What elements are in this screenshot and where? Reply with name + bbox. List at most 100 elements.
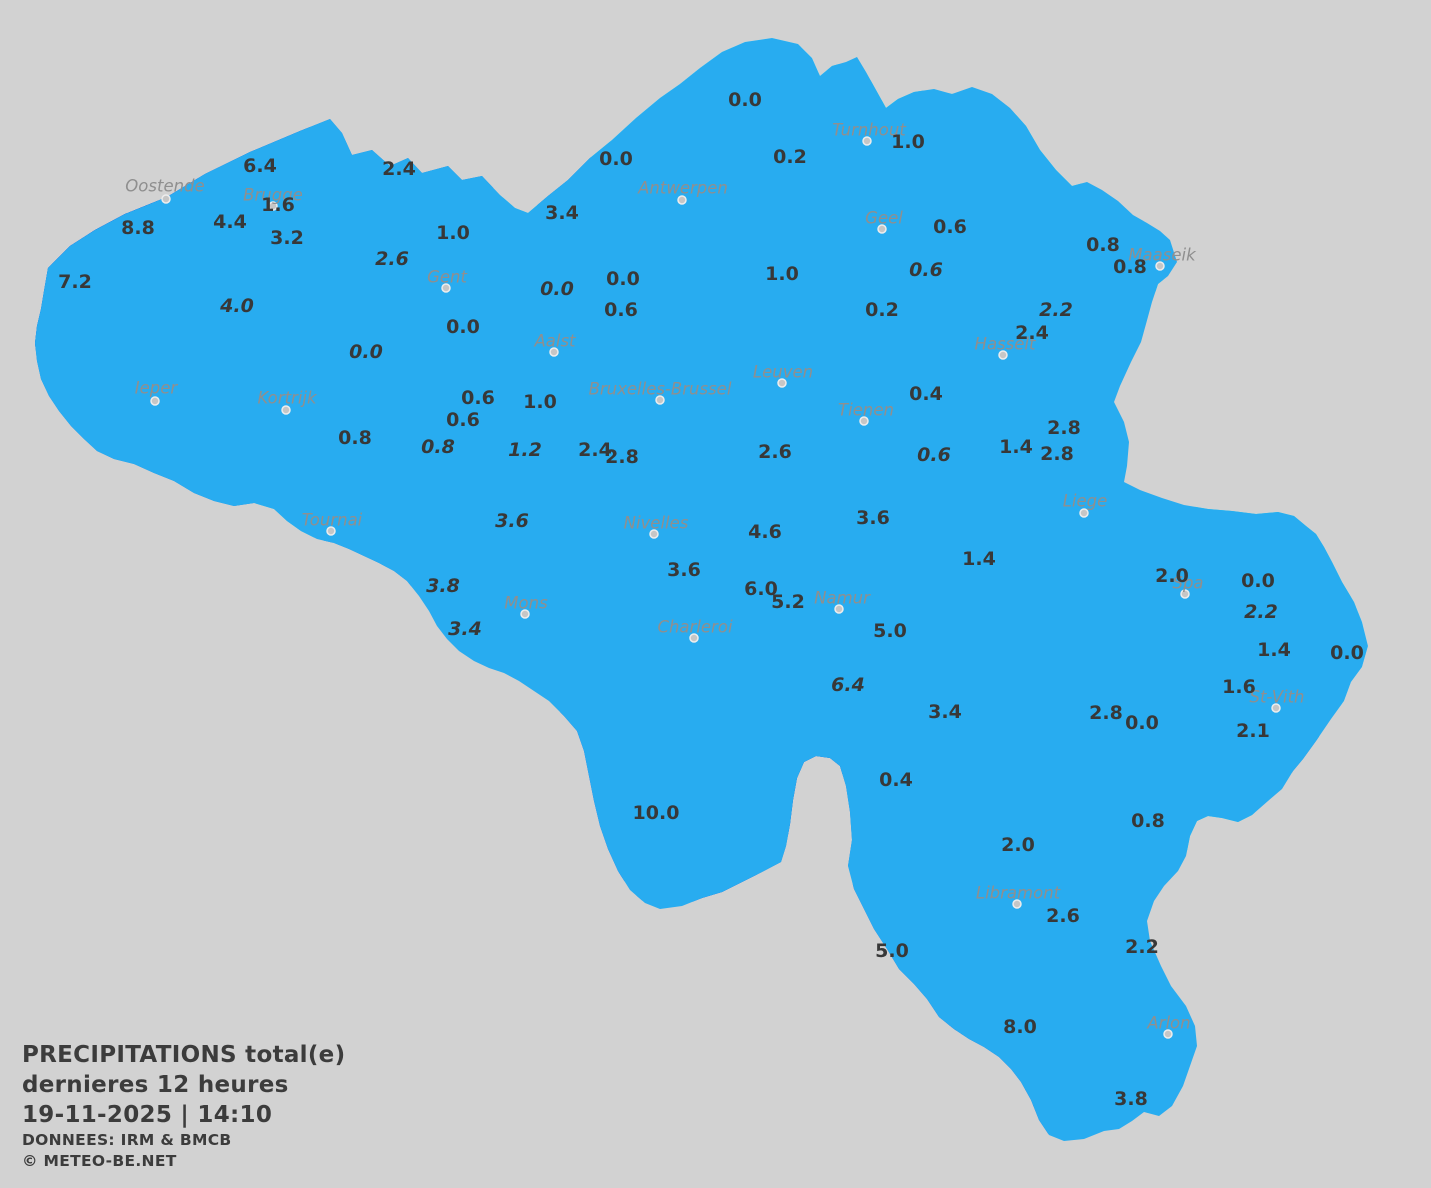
precip-value-label: 2.6 [758, 441, 792, 463]
precip-value-label: 0.0 [349, 341, 383, 363]
city-label: Maaseik [1128, 246, 1197, 265]
city-label: Geel [865, 209, 903, 228]
precip-value-label: 0.4 [879, 769, 913, 791]
precip-value-label: 2.4 [1015, 322, 1049, 344]
city-dot [777, 378, 787, 388]
city-label: Bruxelles-Brussel [589, 380, 732, 399]
copyright: © METEO-BE.NET [22, 1152, 177, 1170]
precip-value-label: 0.6 [604, 299, 638, 321]
precip-value-label: 6.4 [243, 155, 277, 177]
city-label: Antwerpen [637, 179, 728, 198]
city-label: Hasselt [975, 335, 1036, 354]
precip-value-label: 0.6 [917, 444, 951, 466]
city-dot [326, 526, 336, 536]
city-dot [655, 395, 665, 405]
precip-value-label: 1.0 [436, 222, 470, 244]
city-label: Tournai [302, 511, 363, 530]
precip-value-label: 0.0 [1125, 712, 1159, 734]
precip-value-label: 0.0 [728, 89, 762, 111]
map-subtitle: dernieres 12 heures [22, 1072, 289, 1098]
data-source: DONNEES: IRM & BMCB [22, 1131, 232, 1149]
precip-value-label: 1.6 [1222, 676, 1256, 698]
city-dot [1163, 1029, 1173, 1039]
precip-value-label: 0.8 [1131, 810, 1165, 832]
precip-value-label: 1.0 [891, 131, 925, 153]
city-label: Arlon [1146, 1014, 1190, 1033]
city-dot [834, 604, 844, 614]
precip-value-label: 3.4 [545, 202, 579, 224]
map-datetime: 19-11-2025 | 14:10 [22, 1102, 273, 1128]
precip-value-label: 2.8 [1089, 702, 1123, 724]
precip-value-label: 2.2 [1125, 936, 1159, 958]
precip-value-label: 0.2 [773, 146, 807, 168]
precip-value-label: 2.4 [382, 158, 416, 180]
city-dot [281, 405, 291, 415]
map-title: PRECIPITATIONS total(e) [22, 1042, 346, 1068]
precip-value-label: 7.2 [58, 271, 92, 293]
precip-value-label: 0.0 [446, 316, 480, 338]
precip-value-label: 2.8 [1040, 443, 1074, 465]
precip-value-label: 2.8 [605, 446, 639, 468]
city-label: Namur [814, 589, 871, 608]
precip-value-label: 0.8 [1113, 256, 1147, 278]
precip-value-label: 3.4 [928, 701, 962, 723]
title-block: PRECIPITATIONS total(e) dernieres 12 heu… [22, 1040, 345, 1172]
city-dot [1155, 261, 1165, 271]
city-label: Brugge [243, 186, 303, 205]
precip-value-label: 0.6 [909, 259, 943, 281]
precip-value-label: 0.0 [540, 278, 574, 300]
city-label: Ieper [135, 379, 179, 398]
city-label: Tienen [838, 401, 894, 420]
city-dot [649, 529, 659, 539]
precip-value-label: 3.2 [270, 227, 304, 249]
city-dot [161, 194, 171, 204]
precip-value-label: 0.6 [461, 387, 495, 409]
precip-value-label: 0.6 [933, 216, 967, 238]
precip-value-label: 3.8 [426, 575, 460, 597]
city-dot [520, 609, 530, 619]
precip-value-label: 0.0 [599, 148, 633, 170]
precip-value-label: 0.0 [1330, 642, 1364, 664]
precip-value-label: 5.0 [873, 620, 907, 642]
city-label: Turnhout [832, 121, 906, 140]
precip-value-label: 1.4 [999, 436, 1033, 458]
city-label: Kortrijk [257, 389, 318, 408]
city-label: Spa [1172, 574, 1203, 593]
precip-value-label: 4.0 [219, 295, 254, 317]
city-label: Gent [427, 268, 467, 287]
precip-value-label: 1.0 [765, 263, 799, 285]
precip-value-label: 1.6 [261, 194, 295, 216]
city-dot [1012, 899, 1022, 909]
precip-value-label: 2.0 [1001, 834, 1035, 856]
city-label: Leuven [753, 363, 813, 382]
precip-value-label: 0.6 [446, 409, 480, 431]
city-label: Charleroi [657, 618, 732, 637]
precip-value-label: 8.0 [1003, 1016, 1037, 1038]
precip-value-label: 2.2 [1039, 299, 1073, 321]
precip-value-label: 3.8 [1114, 1088, 1148, 1110]
precip-value-label: 0.8 [338, 427, 372, 449]
city-dot [549, 347, 559, 357]
precip-value-label: 3.6 [856, 507, 890, 529]
precip-value-label: 0.8 [1086, 234, 1120, 256]
city-dot [441, 283, 451, 293]
precip-value-label: 2.0 [1155, 565, 1189, 587]
city-dot [1271, 703, 1281, 713]
precip-value-label: 0.0 [606, 268, 640, 290]
precip-value-label: 1.0 [523, 391, 557, 413]
city-label: Nivelles [624, 514, 689, 533]
city-label: Aalst [533, 332, 576, 351]
city-dot [689, 633, 699, 643]
city-dot [1180, 589, 1190, 599]
precip-value-label: 3.6 [667, 559, 701, 581]
precip-value-label: 2.6 [375, 248, 409, 270]
precip-value-label: 5.0 [875, 940, 909, 962]
city-dot [859, 416, 869, 426]
precip-value-label: 5.2 [771, 591, 805, 613]
city-label: Mons [504, 594, 548, 613]
precip-value-label: 6.4 [831, 674, 865, 696]
city-dot [268, 201, 278, 211]
precip-value-label: 1.4 [1257, 639, 1291, 661]
precip-value-label: 3.6 [495, 510, 529, 532]
